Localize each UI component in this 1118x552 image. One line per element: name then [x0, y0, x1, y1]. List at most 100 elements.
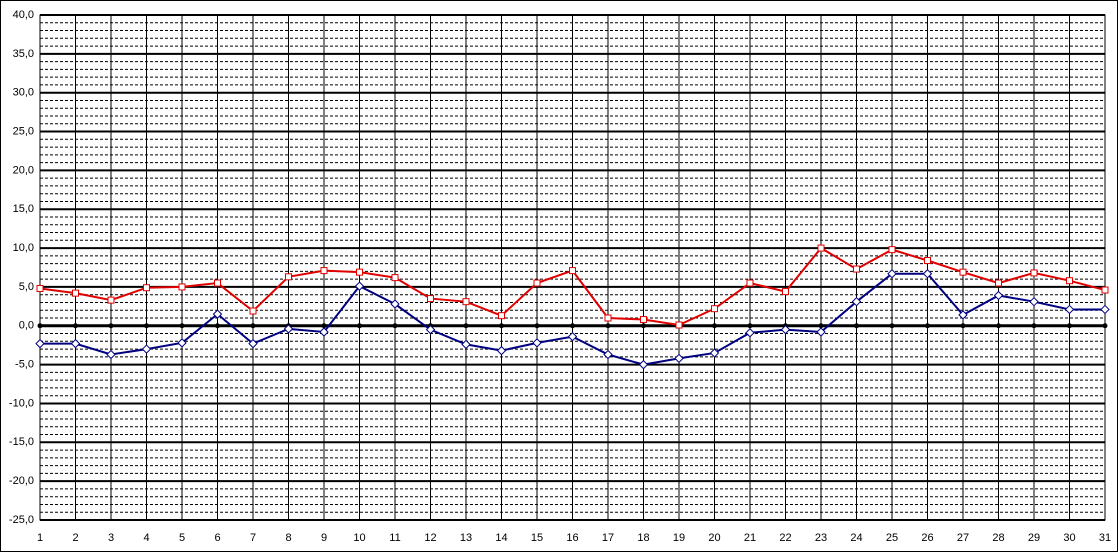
x-tick-label: 3	[108, 532, 114, 544]
point	[711, 305, 718, 313]
x-tick-label: 7	[250, 532, 256, 544]
point	[817, 244, 825, 252]
point	[1064, 304, 1075, 315]
zero-dot	[499, 323, 504, 329]
x-tick-label: 9	[321, 532, 327, 544]
y-tick-label: -25,0	[9, 514, 34, 526]
y-tick-label: 0,0	[19, 320, 34, 332]
point	[425, 324, 436, 335]
x-tick-label: 25	[886, 532, 898, 544]
point	[249, 307, 257, 315]
x-tick-label: 5	[179, 532, 185, 544]
point	[995, 279, 1002, 287]
point	[390, 299, 400, 309]
x-tick-label: 19	[673, 532, 685, 544]
point	[709, 348, 720, 358]
zero-dot	[392, 323, 398, 329]
point	[853, 265, 860, 273]
x-tick-label: 30	[1063, 532, 1075, 544]
x-tick-label: 29	[1028, 532, 1040, 544]
point	[533, 279, 541, 287]
point	[569, 267, 576, 275]
point	[993, 290, 1004, 301]
point	[391, 274, 399, 282]
point	[746, 279, 754, 287]
y-tick-label: 25,0	[13, 125, 34, 137]
point	[106, 349, 116, 360]
x-tick-label: 13	[460, 532, 472, 544]
y-tick-label: 5,0	[19, 281, 34, 293]
point	[285, 273, 292, 281]
point	[638, 359, 649, 370]
zero-dot	[108, 323, 114, 329]
point	[603, 349, 613, 360]
point	[178, 283, 186, 291]
zero-dot	[1067, 323, 1072, 329]
point	[888, 246, 896, 254]
point	[532, 338, 542, 348]
point	[320, 267, 328, 275]
x-tick-label: 11	[389, 532, 400, 544]
x-tick-label: 8	[285, 532, 291, 544]
point	[212, 309, 223, 319]
point	[356, 268, 363, 276]
y-tick-label: 30,0	[13, 87, 34, 99]
zero-dot	[818, 323, 824, 329]
point	[462, 298, 470, 306]
x-tick-label: 18	[637, 532, 649, 544]
point	[1066, 277, 1073, 285]
point	[567, 331, 578, 342]
zero-dot	[73, 323, 78, 329]
point	[141, 344, 152, 354]
zero-dot	[996, 323, 1001, 329]
point	[1101, 286, 1109, 294]
point	[674, 353, 684, 364]
point	[143, 284, 150, 292]
point	[1030, 269, 1038, 277]
point	[604, 314, 612, 322]
point	[107, 296, 115, 304]
x-tick-label: 15	[531, 532, 543, 544]
point	[496, 345, 507, 356]
x-tick-label: 26	[921, 532, 933, 544]
point	[780, 324, 791, 335]
point	[214, 279, 221, 287]
point	[35, 338, 45, 349]
plot-border	[39, 14, 1106, 521]
x-tick-label: 22	[779, 532, 791, 544]
x-tick-label: 6	[214, 532, 220, 544]
x-tick-label: 20	[708, 532, 720, 544]
y-tick-label: -20,0	[9, 475, 34, 487]
zero-dot	[321, 323, 327, 329]
y-tick-label: 15,0	[13, 203, 34, 215]
x-tick-label: 27	[957, 532, 969, 544]
point	[1029, 296, 1039, 307]
zero-dot	[605, 323, 611, 329]
point	[675, 321, 683, 329]
zero-dot	[925, 323, 930, 329]
zero-dot	[570, 323, 575, 329]
point	[924, 257, 931, 265]
x-tick-label: 23	[815, 532, 827, 544]
y-tick-label: -5,0	[15, 359, 34, 371]
point	[319, 327, 329, 337]
zero-dot	[215, 323, 220, 329]
x-tick-label: 16	[566, 532, 578, 544]
x-tick-label: 2	[72, 532, 78, 544]
point	[1100, 304, 1110, 315]
point	[959, 268, 967, 276]
zero-dot	[1031, 323, 1037, 329]
zero-dot	[357, 323, 362, 329]
x-tick-label: 24	[850, 532, 862, 544]
x-tick-label: 21	[744, 532, 756, 544]
zero-dot	[179, 323, 185, 329]
zero-dot	[250, 323, 256, 329]
zero-dot	[712, 323, 717, 329]
zero-dot	[960, 323, 966, 329]
point	[816, 327, 826, 337]
point	[36, 284, 44, 292]
y-tick-label: 40,0	[13, 9, 34, 21]
point	[851, 296, 862, 307]
point	[958, 310, 968, 320]
